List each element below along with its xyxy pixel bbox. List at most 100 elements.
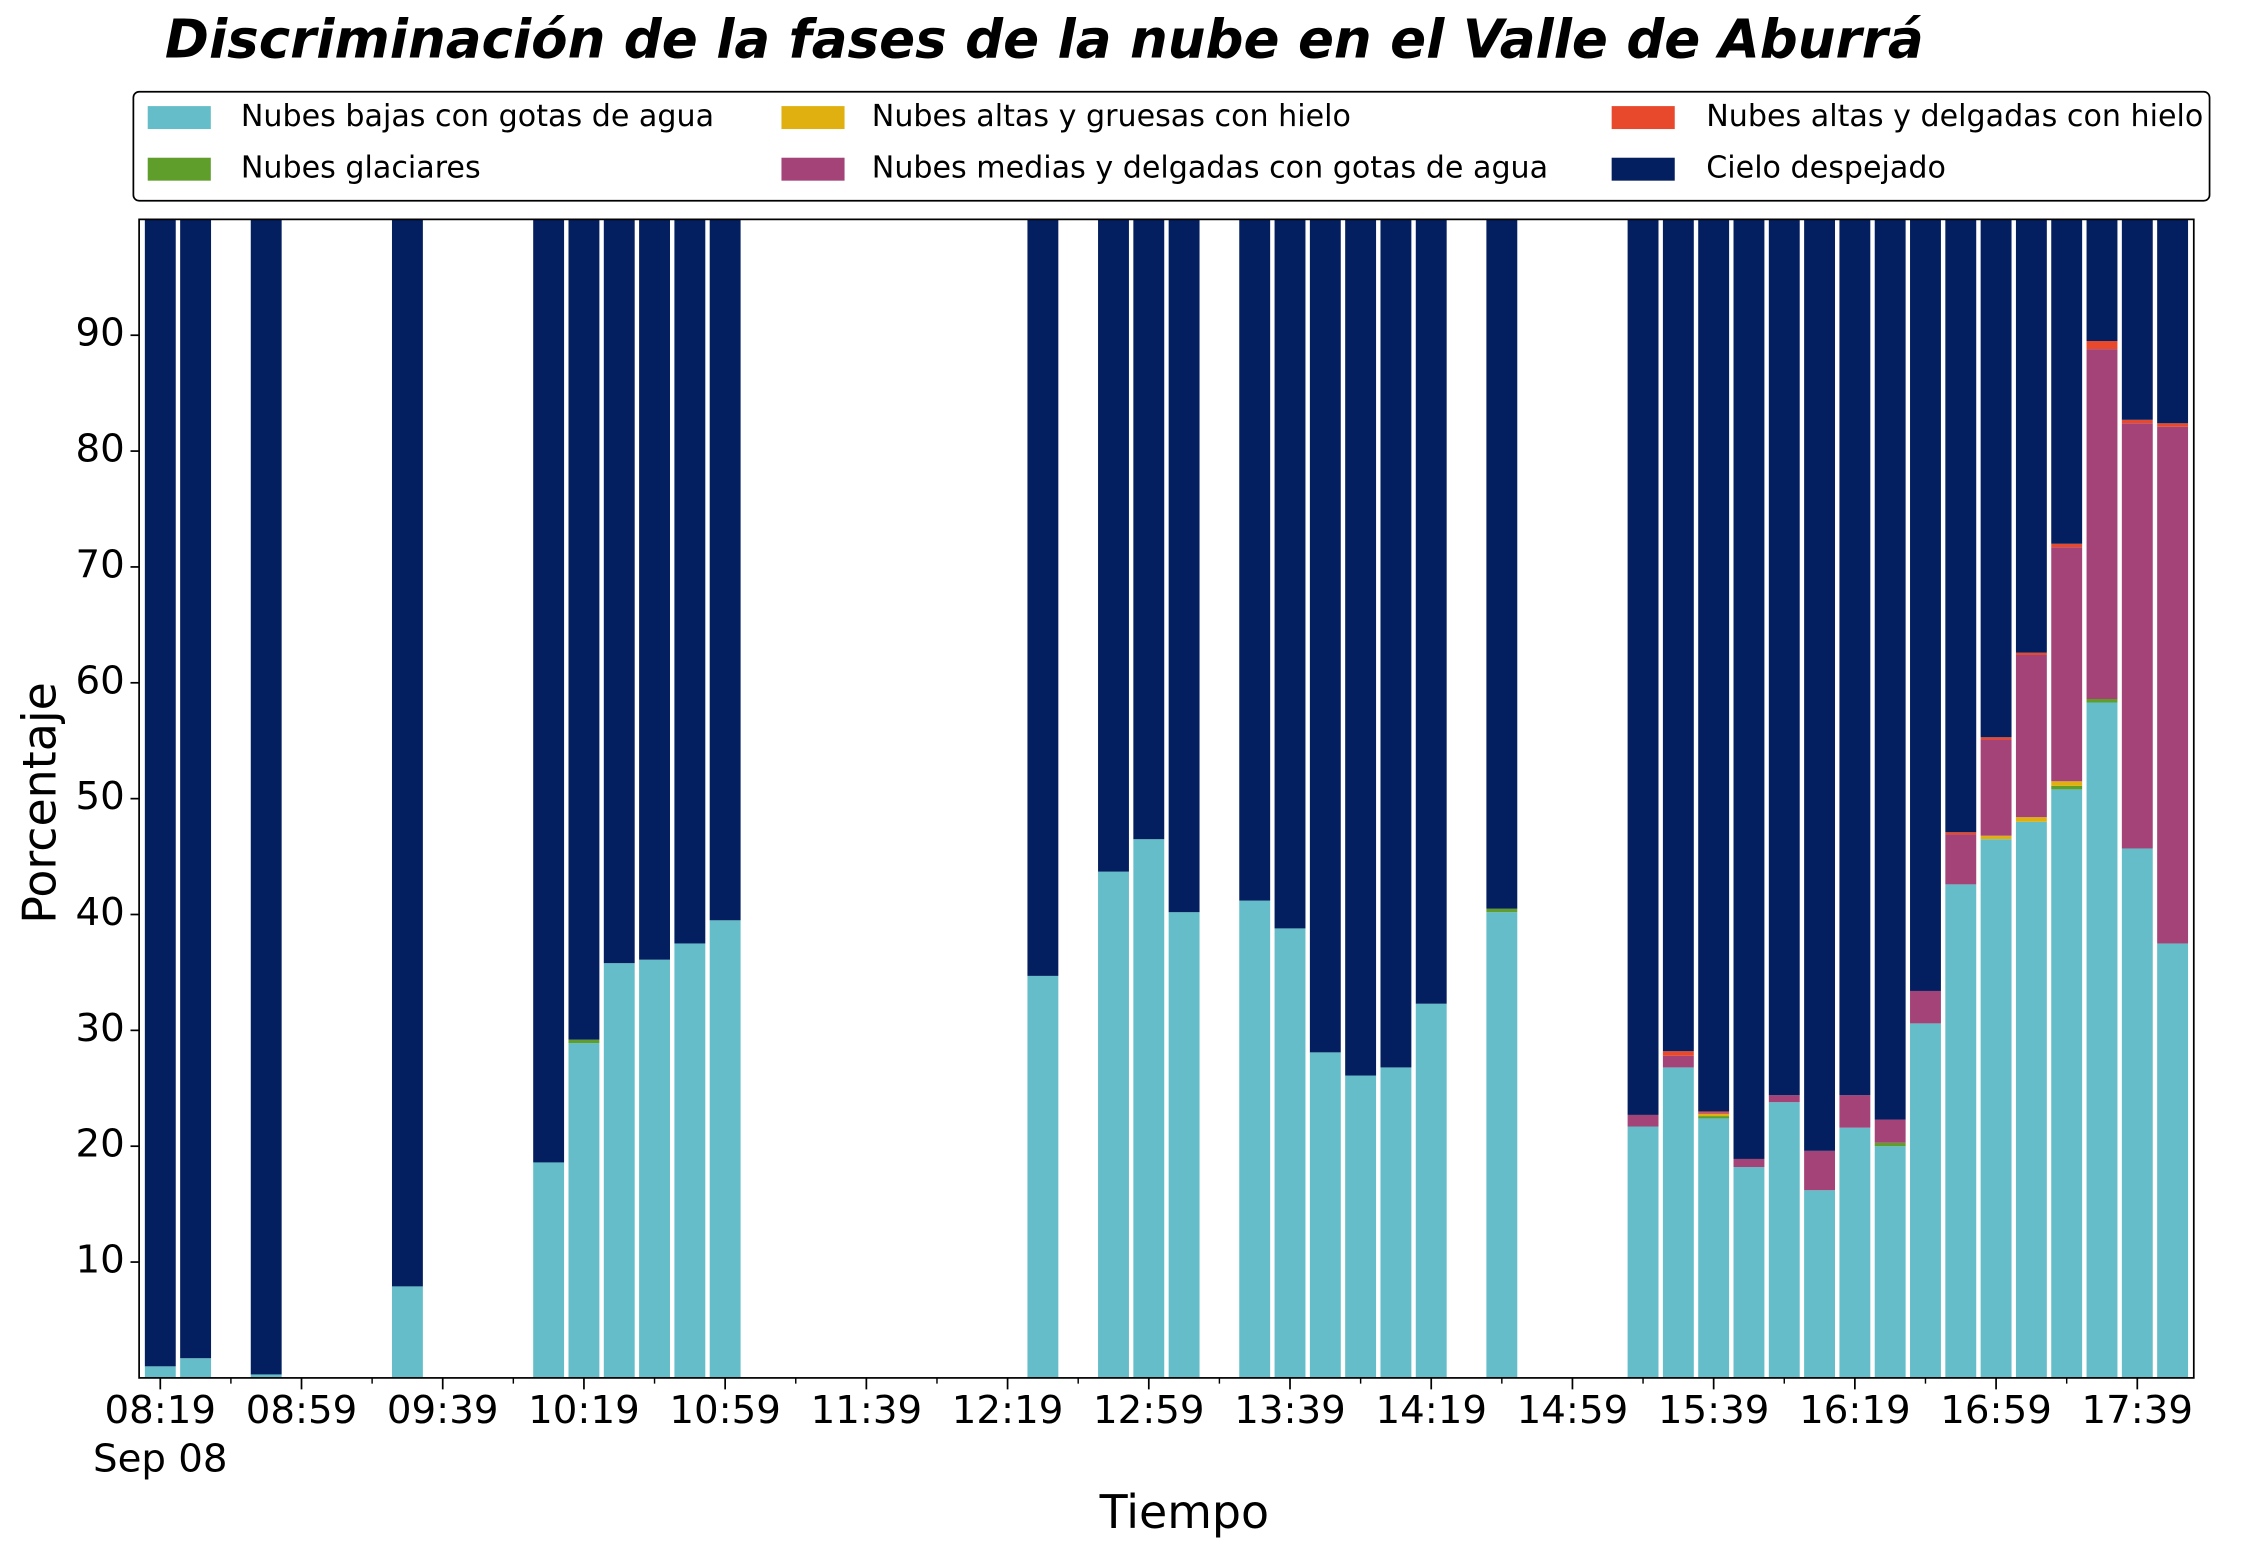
bar-segment [2086, 349, 2118, 700]
bar-segment [2157, 426, 2189, 944]
bar-segment [2086, 702, 2118, 1378]
bar-segment [1345, 219, 1377, 1076]
bar-segment [2051, 543, 2083, 548]
bar-segment [1839, 219, 1871, 1096]
y-tick-label: 10 [76, 1238, 125, 1283]
x-tick-label: 13:39 [1234, 1388, 1346, 1433]
bar-segment [709, 219, 741, 921]
bar-segment [1027, 219, 1059, 976]
bar-segment [2157, 219, 2189, 424]
bar-segment [2051, 789, 2083, 1378]
bar-segment [533, 219, 565, 1163]
bar-segment [1309, 1052, 1341, 1378]
x-tick-label: 17:39 [2082, 1388, 2194, 1433]
bar-segment [674, 219, 706, 944]
bar-segment [1804, 1150, 1836, 1191]
bar-segment [1768, 219, 1800, 1096]
bar-segment [2015, 817, 2047, 822]
bar-segment [603, 963, 635, 1378]
bar-segment [2121, 219, 2153, 420]
bar-segment [568, 219, 600, 1040]
bar-segment [2121, 423, 2153, 849]
x-axis-label: Tiempo [1099, 1485, 1269, 1539]
bar-segment [1415, 1003, 1447, 1378]
legend-label: Nubes altas y delgadas con hielo [1706, 99, 2203, 134]
legend-swatch [781, 106, 845, 130]
bar-segment [1274, 219, 1306, 929]
bar-segment [1627, 1114, 1659, 1127]
bar-segment [1945, 832, 1977, 835]
x-tick-label: 10:59 [669, 1388, 781, 1433]
x-tick-label: 14:59 [1517, 1388, 1629, 1433]
y-tick-label: 50 [76, 774, 125, 819]
bar-segment [1768, 1095, 1800, 1103]
legend-label: Nubes bajas con gotas de agua [241, 99, 714, 134]
bar-segment [1698, 1112, 1730, 1114]
bar-segment [1239, 900, 1271, 1378]
x-tick-label: 14:19 [1375, 1388, 1487, 1433]
legend-swatch [147, 157, 211, 181]
chart-title: Discriminación de la fases de la nube en… [165, 9, 1924, 71]
legend-swatch [147, 106, 211, 130]
y-tick-label: 40 [76, 890, 125, 935]
y-tick-label: 30 [76, 1006, 125, 1051]
bar-segment [2121, 848, 2153, 1378]
x-tick-label: 16:19 [1799, 1388, 1911, 1433]
bar-segment [1098, 219, 1129, 872]
bar-segment [1486, 219, 1518, 909]
bar-segment [1839, 1127, 1871, 1378]
bar-segment [1945, 884, 1977, 1378]
y-tick-label: 80 [76, 427, 125, 472]
bar-segment [2121, 419, 2153, 424]
bar-segment [1768, 1102, 1800, 1378]
y-tick-label: 70 [76, 542, 125, 587]
bar-segment [2086, 341, 2118, 350]
bar-segment [2015, 821, 2047, 1378]
bar-segment [1662, 1055, 1694, 1068]
legend-label: Nubes altas y gruesas con hielo [872, 99, 1351, 134]
y-axis-label: Porcentaje [13, 682, 67, 924]
legend-label: Nubes medias y delgadas con gotas de agu… [872, 151, 1548, 186]
bar-segment [1380, 1067, 1412, 1378]
legend-label: Cielo despejado [1706, 151, 1946, 186]
bar-segment [144, 219, 176, 1367]
legend-swatch [781, 157, 845, 181]
bar-segment [1274, 928, 1306, 1378]
bar-segment [533, 1162, 565, 1378]
bar-segment [2015, 219, 2047, 653]
bar-segment [180, 1358, 212, 1378]
bar-segment [1627, 219, 1659, 1115]
x-tick-label: 11:39 [811, 1388, 923, 1433]
x-tick-label: 12:19 [952, 1388, 1064, 1433]
bar-segment [1910, 219, 1941, 991]
legend-swatch [1611, 106, 1675, 130]
y-tick-label: 60 [76, 658, 125, 703]
bar-segment [391, 1286, 423, 1378]
legend-label: Nubes glaciares [241, 151, 481, 186]
bar-segment [1874, 1146, 1906, 1378]
bar-segment [2086, 219, 2118, 342]
bar-segment [1698, 1116, 1730, 1119]
bar-segment [1980, 219, 2012, 738]
bar-segment [1027, 975, 1059, 1378]
bar-segment [1980, 835, 2012, 840]
bar-segment [180, 219, 212, 1359]
bar-segment [1804, 1190, 1836, 1378]
bar-segment [1945, 219, 1977, 833]
y-tick-label: 20 [76, 1122, 125, 1167]
bar-segment [2015, 652, 2047, 655]
legend-box [132, 90, 2211, 202]
bar-segment [639, 219, 670, 960]
bar-segment [2086, 699, 2118, 703]
bar-segment [1804, 219, 1836, 1151]
bar-segment [1874, 1119, 1906, 1143]
x-tick-label: 15:39 [1658, 1388, 1770, 1433]
bar-segment [1133, 839, 1165, 1378]
bar-segment [2157, 943, 2189, 1378]
bar-segment [1733, 1158, 1765, 1168]
bar-segment [1910, 990, 1941, 1024]
x-tick-label: 16:59 [1940, 1388, 2052, 1433]
bar-segment [144, 1366, 176, 1378]
bar-segment [250, 1374, 282, 1378]
